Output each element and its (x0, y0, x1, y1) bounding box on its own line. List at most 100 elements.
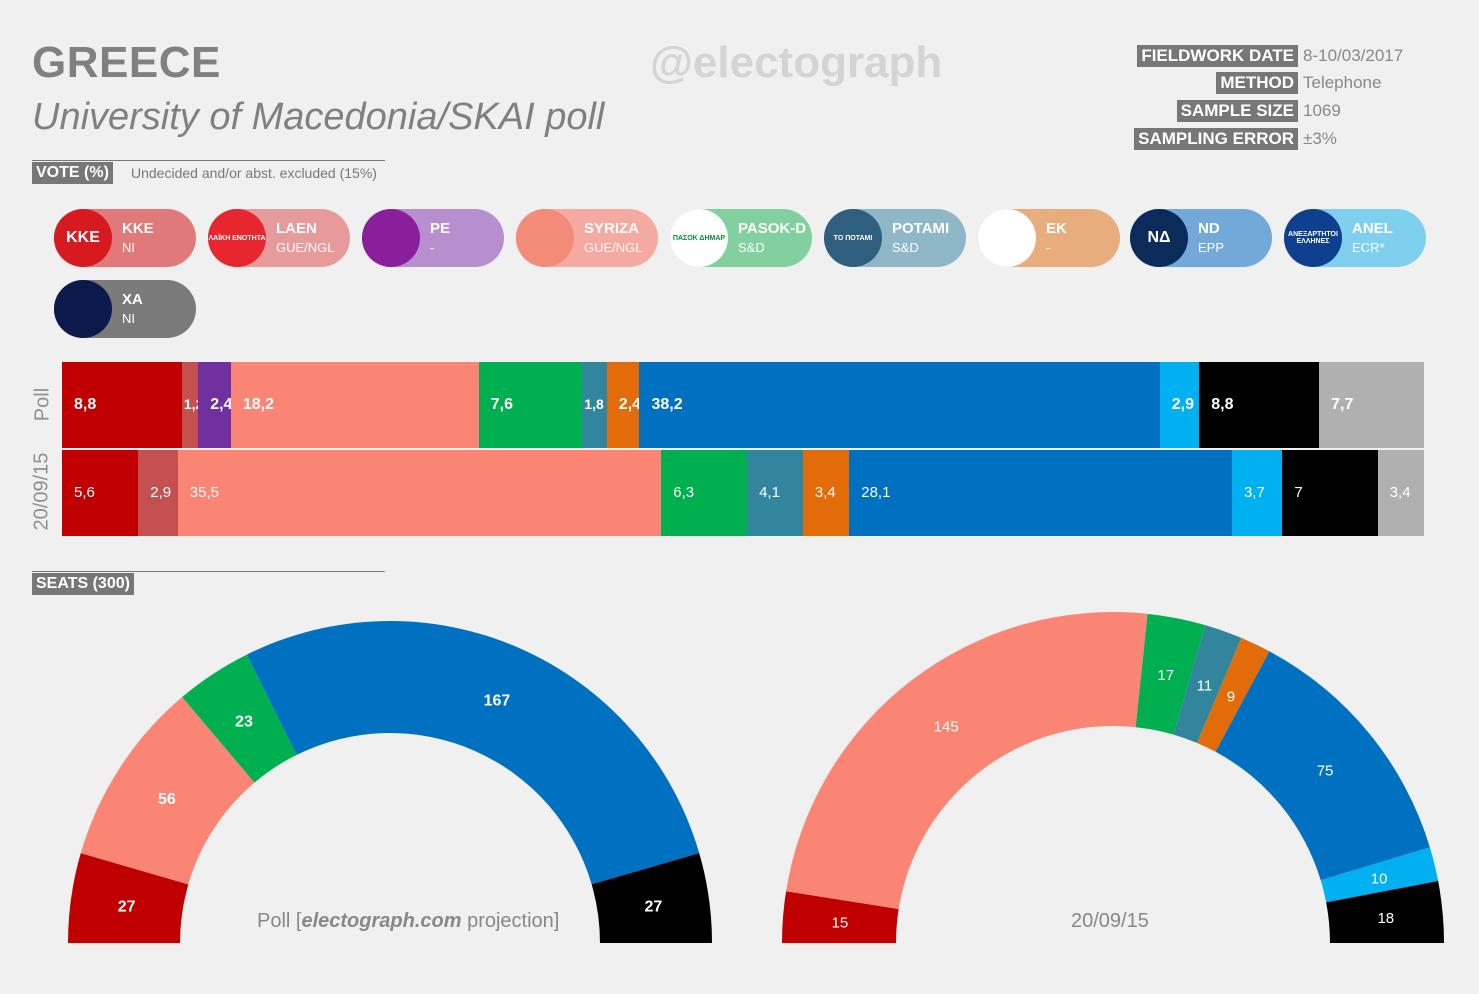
logo-text: ΤΟ ΠΟΤΑΜΙ (833, 234, 873, 242)
seat-count-label: 27 (118, 899, 136, 916)
seat-arc-syriza (786, 612, 1148, 910)
bar-segment-ek: 3,4 (802, 450, 850, 536)
party-logo-icon (362, 209, 420, 267)
meta-key: FIELDWORK DATE (1137, 45, 1298, 67)
party-pill-xa: XA NI (54, 280, 196, 338)
bar-value-label: 5,6 (74, 484, 95, 501)
party-logo-icon (516, 209, 574, 267)
party-pill-pasok-d: ΠΑΣΟΚ ΔΗΜΑΡ PASOK-D S&D (670, 209, 812, 267)
bar-segment-nd: 38,2 (639, 362, 1160, 448)
bar-row-poll: 8,8 1,2 2,4 18,2 7,6 1,8 2,4 38,2 2,9 8,8 7,7 (62, 362, 1424, 448)
bar-segment-xa: 8,8 (1199, 362, 1320, 448)
bar-value-label: 3,7 (1243, 484, 1265, 501)
bar-value-label: 8,8 (1211, 396, 1234, 413)
party-name: ND (1198, 220, 1220, 237)
caption-site: electograph.com (301, 910, 462, 932)
seat-arc-xa (1326, 880, 1444, 943)
page-title: GREECE (32, 38, 221, 87)
bar-segment-ek: 2,4 (606, 362, 642, 448)
meta-value: 8-10/03/2017 (1303, 46, 1404, 65)
seat-arc-nd (1215, 651, 1430, 881)
bar-value-label: 3,4 (814, 484, 836, 501)
bar-value-label: 7,7 (1331, 396, 1354, 413)
party-logo-icon (978, 209, 1036, 267)
party-group: S&D (738, 240, 765, 255)
party-pill-potami: ΤΟ ΠΟΤΑΜΙ POTAMI S&D (824, 209, 966, 267)
vote-section-label: VOTE (%) (32, 162, 113, 184)
party-group: - (430, 240, 435, 255)
meta-row-sampling-error: SAMPLING ERROR ±3% (1134, 128, 1411, 150)
party-group: ECR* (1352, 240, 1385, 255)
meta-row-method: METHOD Telephone (1216, 72, 1411, 94)
bar-value-label: 1,8 (584, 396, 604, 412)
section-divider (32, 571, 385, 572)
party-pill-kke: KKE KKE NI (54, 209, 196, 267)
bar-segment-pe: 2,4 (198, 362, 232, 448)
party-logo-icon: ΑΝΕΞΑΡΤΗΤΟΙ ΕΛΛΗΝΕΣ (1284, 209, 1342, 267)
bar-segment-syriza: 18,2 (230, 362, 479, 448)
party-pill-laen: ΛΑΪΚΗ ΕΝΟΤΗΤΑ LAEN GUE/NGL (208, 209, 350, 267)
party-group: NI (122, 311, 135, 326)
seat-arc-anel (1320, 847, 1439, 903)
seat-arc-kke (68, 853, 189, 943)
seat-count-label: 11 (1197, 678, 1213, 695)
seat-count-label: 10 (1371, 871, 1388, 888)
seat-count-label: 15 (832, 915, 849, 932)
meta-key: METHOD (1216, 72, 1298, 94)
meta-row-sample-size: SAMPLE SIZE 1069 (1176, 100, 1411, 122)
seat-arc-xa (591, 853, 712, 943)
logo-text: ΝΔ (1147, 229, 1171, 246)
meta-row-fieldwork: FIELDWORK DATE 8-10/03/2017 (1137, 45, 1411, 67)
party-pill-syriza: SYRIZA GUE/NGL (516, 209, 658, 267)
seat-arc-pasok-d (182, 654, 297, 783)
bar-segment-potami: 4,1 (747, 450, 803, 536)
bar-segment-laen: 2,9 (138, 450, 178, 536)
vote-note: Undecided and/or abst. excluded (15%) (131, 165, 377, 181)
bar-value-label: 28,1 (861, 484, 891, 501)
section-divider (32, 160, 385, 161)
party-group: GUE/NGL (276, 240, 335, 255)
party-logo-icon (54, 280, 112, 338)
bar-segment-kke: 5,6 (62, 450, 139, 536)
meta-key: SAMPLING ERROR (1134, 128, 1298, 150)
party-name: SYRIZA (584, 220, 640, 237)
meta-key: SAMPLE SIZE (1176, 100, 1298, 122)
bar-value-label: 4,1 (759, 484, 780, 501)
seat-arc-potami (1173, 625, 1242, 743)
bar-row-election: 5,6 2,9 35,5 6,3 4,1 3,4 28,1 3,7 7 3,4 (62, 450, 1424, 536)
party-logo-icon: ΤΟ ΠΟΤΑΜΙ (824, 209, 882, 267)
seat-count-label: 27 (644, 899, 662, 916)
bar-value-label: 7,6 (490, 396, 514, 413)
party-name: XA (122, 291, 143, 308)
seat-count-label: 75 (1317, 762, 1334, 779)
bar-value-label: 2,9 (1171, 396, 1195, 413)
bar-value-label: 3,4 (1389, 484, 1411, 501)
bar-segment-nd: 28,1 (849, 450, 1232, 536)
seat-count-label: 9 (1227, 689, 1235, 706)
party-group: - (1046, 240, 1051, 255)
seat-count-label: 18 (1377, 910, 1394, 927)
party-group: GUE/NGL (584, 240, 643, 255)
hemicycle-caption-poll: Poll [electograph.com projection] (257, 910, 559, 933)
seat-count-label: 145 (934, 719, 959, 736)
caption-text: Poll [ (257, 910, 302, 932)
meta-value: ±3% (1303, 129, 1337, 148)
bar-segment-others: 7,7 (1319, 362, 1424, 448)
seat-arc-nd (246, 621, 700, 885)
bar-value-label: 2,4 (618, 396, 642, 413)
bar-segment-pasok-d: 7,6 (478, 362, 583, 448)
party-group: NI (122, 240, 135, 255)
bar-value-label: 6,3 (673, 484, 695, 501)
seat-count-label: 17 (1157, 667, 1174, 684)
caption-text: projection] (461, 910, 560, 932)
party-name: KKE (122, 220, 154, 237)
party-group: S&D (892, 240, 919, 255)
party-group: EPP (1198, 240, 1225, 255)
party-name: PASOK-D (738, 220, 807, 237)
logo-text: ΑΝΕΞΑΡΤΗΤΟΙ ΕΛΛΗΝΕΣ (1288, 231, 1338, 245)
seat-arc-pasok-d (1135, 613, 1206, 735)
logo-text: ΠΑΣΟΚ ΔΗΜΑΡ (672, 234, 726, 242)
seat-arc-ek (1197, 637, 1270, 752)
bar-segment-syriza: 35,5 (177, 450, 662, 536)
